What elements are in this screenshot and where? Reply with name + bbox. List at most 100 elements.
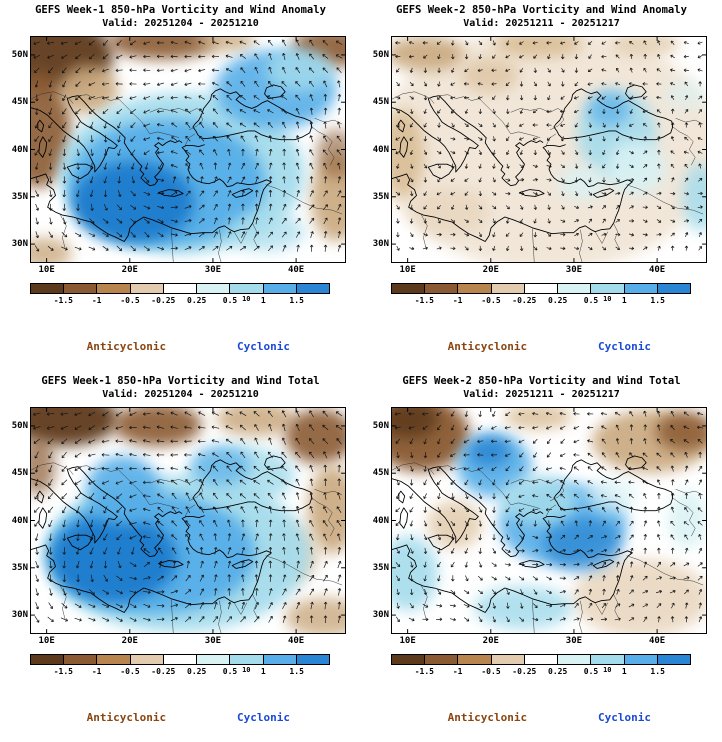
lon-tick-label: 20E [482, 265, 499, 275]
lon-tick-label: 40E [287, 265, 305, 275]
colorbar-segment [392, 284, 426, 293]
lat-tick-label: 35N [372, 562, 389, 573]
lat-tick-label: 40N [11, 144, 28, 155]
colorbar-segment [130, 284, 164, 293]
colorbar-segments [30, 654, 330, 665]
map-area: 50N 45N 40N 35N 30N 10E 20E 30E 40E [12, 36, 346, 275]
colorbar-segment [458, 284, 492, 293]
panel-valid-range: Valid: 20251204 - 20251210 [102, 389, 259, 400]
lon-tick-label: 10E [38, 265, 55, 275]
colorbar-labels: -1.5 -1 -0.5 -0.25 0.25 0.5 1 1.5 10 [391, 294, 691, 306]
lon-tick-label: 10E [399, 636, 416, 646]
colorbar-segment [458, 655, 492, 664]
colorbar-scale-label: 10 [603, 666, 612, 674]
colorbar: -1.5 -1 -0.5 -0.25 0.25 0.5 1 1.5 10 [391, 654, 691, 677]
map-area: 50N 45N 40N 35N 30N 10E 20E 30E 40E [373, 407, 707, 646]
legend: Anticyclonic Cyclonic [0, 340, 361, 356]
legend: Anticyclonic Cyclonic [361, 711, 722, 727]
colorbar-segment [97, 655, 131, 664]
colorbar-segment [263, 284, 297, 293]
lon-tick-label: 30E [204, 265, 222, 275]
legend-anticyclonic-label: Anticyclonic [86, 711, 167, 724]
lat-tick-label: 40N [372, 144, 389, 155]
lat-tick-label: 40N [11, 515, 28, 526]
colorbar-tick-label: 0.25 [548, 667, 568, 676]
colorbar-segment [558, 284, 592, 293]
colorbar-labels: -1.5 -1 -0.5 -0.25 0.25 0.5 1 1.5 10 [30, 665, 330, 677]
panel-week1-total: GEFS Week-1 850-hPa Vorticity and Wind T… [0, 371, 361, 742]
legend-anticyclonic-label: Anticyclonic [447, 711, 528, 724]
colorbar-tick-label: 0.25 [187, 296, 207, 305]
colorbar-tick-label: -0.5 [120, 667, 140, 676]
panel-title: GEFS Week-1 850-hPa Vorticity and Wind T… [41, 375, 320, 387]
colorbar-tick-label: -0.5 [120, 296, 140, 305]
lat-tick-label: 30N [372, 610, 389, 621]
colorbar-tick-label: 1.5 [289, 667, 304, 676]
colorbar-segment [97, 284, 131, 293]
colorbar-segment [31, 284, 65, 293]
colorbar-segment [558, 655, 592, 664]
lat-tick-label: 35N [11, 191, 28, 202]
colorbar-segment [524, 655, 559, 664]
lon-tick-label: 10E [38, 636, 55, 646]
colorbar-segment [230, 284, 264, 293]
colorbar-tick-label: -1.5 [414, 296, 434, 305]
colorbar-segment [425, 284, 459, 293]
colorbar-tick-label: 1 [260, 667, 266, 676]
colorbar: -1.5 -1 -0.5 -0.25 0.25 0.5 1 1.5 10 [30, 283, 330, 306]
colorbar-segment [64, 284, 98, 293]
lat-tick-label: 50N [11, 420, 28, 431]
colorbar-segment [491, 655, 525, 664]
legend-cyclonic-label: Cyclonic [598, 340, 652, 353]
panel-week2-anomaly: GEFS Week-2 850-hPa Vorticity and Wind A… [361, 0, 722, 371]
colorbar-tick-label: -0.25 [151, 667, 176, 676]
colorbar-scale-label: 10 [242, 295, 251, 303]
colorbar-segment [524, 284, 559, 293]
colorbar-tick-label: 0.25 [548, 296, 568, 305]
colorbar-segment [130, 655, 164, 664]
colorbar-segment [624, 284, 658, 293]
legend-cyclonic-label: Cyclonic [598, 711, 652, 724]
lat-tick-label: 45N [372, 97, 389, 108]
colorbar-segment [296, 284, 329, 293]
colorbar-segments [30, 283, 330, 294]
colorbar-scale-label: 10 [603, 295, 612, 303]
legend-anticyclonic-label: Anticyclonic [447, 340, 528, 353]
colorbar-segment [624, 655, 658, 664]
lat-tick-label: 30N [11, 239, 28, 250]
lon-tick-label: 20E [121, 265, 138, 275]
colorbar-labels: -1.5 -1 -0.5 -0.25 0.25 0.5 1 1.5 10 [30, 294, 330, 306]
colorbar-tick-label: 1 [621, 296, 627, 305]
colorbar: -1.5 -1 -0.5 -0.25 0.25 0.5 1 1.5 10 [30, 654, 330, 677]
legend-cyclonic-label: Cyclonic [237, 711, 291, 724]
colorbar-segment [392, 655, 426, 664]
panel-week1-anomaly: GEFS Week-1 850-hPa Vorticity and Wind A… [0, 0, 361, 371]
vorticity-wind-map [391, 407, 707, 634]
vorticity-wind-map [30, 36, 346, 263]
colorbar-segment [591, 284, 625, 293]
lat-tick-label: 45N [11, 468, 28, 479]
colorbar-segment [425, 655, 459, 664]
lat-tick-label: 35N [11, 562, 28, 573]
colorbar-segment [657, 284, 690, 293]
lat-tick-label: 35N [372, 191, 389, 202]
lat-tick-label: 45N [11, 97, 28, 108]
colorbar-tick-label: 1 [621, 667, 627, 676]
colorbar-segment [31, 655, 65, 664]
vorticity-wind-map [391, 36, 707, 263]
colorbar: -1.5 -1 -0.5 -0.25 0.25 0.5 1 1.5 10 [391, 283, 691, 306]
panel-valid-range: Valid: 20251211 - 20251217 [463, 18, 620, 29]
lat-tick-label: 30N [372, 239, 389, 250]
colorbar-tick-label: -0.5 [481, 296, 501, 305]
colorbar-tick-label: 0.5 [583, 667, 599, 676]
lat-tick-label: 45N [372, 468, 389, 479]
colorbar-tick-label: -1 [452, 667, 463, 676]
colorbar-segment [657, 655, 690, 664]
map-area: 50N 45N 40N 35N 30N 10E 20E 30E 40E [12, 407, 346, 646]
panel-title: GEFS Week-1 850-hPa Vorticity and Wind A… [35, 4, 326, 16]
legend: Anticyclonic Cyclonic [361, 340, 722, 356]
colorbar-segment [163, 655, 198, 664]
colorbar-segment [197, 655, 231, 664]
lon-tick-label: 30E [204, 636, 222, 646]
lat-tick-label: 50N [372, 49, 389, 60]
